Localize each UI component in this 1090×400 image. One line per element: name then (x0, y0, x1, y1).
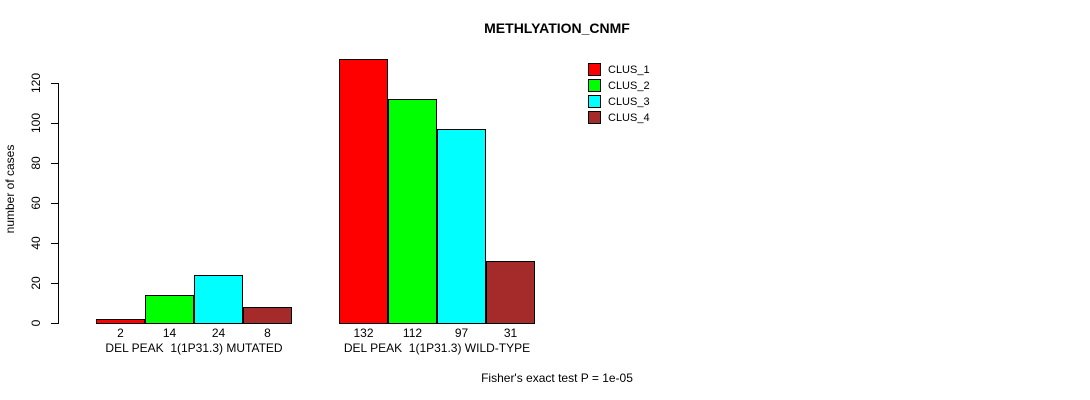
legend: CLUS_1 CLUS_2 CLUS_3 CLUS_4 (588, 63, 650, 124)
legend-swatch (588, 79, 601, 92)
legend-label: CLUS_4 (608, 111, 650, 124)
y-tick-label: 60 (29, 196, 43, 210)
bar-clus_2 (388, 99, 437, 324)
y-tick-mark (51, 323, 58, 324)
legend-swatch (588, 63, 601, 76)
bar-clus_1 (339, 59, 388, 324)
bar-value-label: 8 (264, 326, 271, 340)
bar-clus_2 (145, 295, 194, 324)
bar-clus_4 (486, 261, 535, 324)
legend-item-clus_4: CLUS_4 (588, 111, 650, 124)
y-tick-label: 40 (29, 236, 43, 250)
group-label: DEL PEAK 1(1P31.3) WILD-TYPE (343, 341, 531, 355)
legend-label: CLUS_1 (608, 63, 650, 76)
y-tick-mark (51, 163, 58, 164)
bar-value-label: 2 (117, 326, 124, 340)
y-tick-label: 20 (29, 276, 43, 290)
legend-label: CLUS_2 (608, 79, 650, 92)
group-label: DEL PEAK 1(1P31.3) MUTATED (105, 341, 283, 355)
chart-title: METHLYATION_CNMF (484, 20, 630, 36)
bar-value-label: 132 (353, 326, 374, 340)
legend-label: CLUS_3 (608, 95, 650, 108)
legend-item-clus_1: CLUS_1 (588, 63, 650, 76)
legend-item-clus_2: CLUS_2 (588, 79, 650, 92)
legend-swatch (588, 95, 601, 108)
bar-clus_1 (96, 319, 145, 324)
y-tick-label: 0 (29, 319, 43, 327)
bar-clus_3 (194, 275, 243, 324)
bar-value-label: 112 (402, 326, 423, 340)
legend-item-clus_3: CLUS_3 (588, 95, 650, 108)
y-tick-mark (51, 83, 58, 84)
y-tick-mark (51, 123, 58, 124)
bar-value-label: 24 (211, 326, 226, 340)
y-axis-label: number of cases (3, 144, 17, 234)
bar-value-label: 97 (454, 326, 469, 340)
bar-value-label: 14 (162, 326, 177, 340)
bar-value-label: 31 (503, 326, 518, 340)
y-tick-mark (51, 203, 58, 204)
y-tick-mark (51, 283, 58, 284)
legend-swatch (588, 111, 601, 124)
bar-clus_4 (243, 307, 292, 324)
y-tick-label: 80 (29, 156, 43, 170)
y-tick-label: 120 (29, 72, 43, 94)
y-tick-label: 100 (29, 112, 43, 134)
y-tick-mark (51, 243, 58, 244)
y-axis-line (58, 83, 59, 324)
stat-test-caption: Fisher's exact test P = 1e-05 (481, 371, 633, 385)
bar-clus_3 (437, 129, 486, 324)
